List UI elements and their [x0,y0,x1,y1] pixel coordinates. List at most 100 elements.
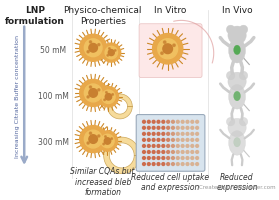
Ellipse shape [229,131,246,155]
Circle shape [90,132,92,134]
Circle shape [105,94,112,100]
Circle shape [186,144,189,147]
Circle shape [152,144,155,147]
Circle shape [147,138,150,141]
Circle shape [191,151,194,153]
FancyBboxPatch shape [139,24,202,78]
Circle shape [176,126,179,129]
Circle shape [84,39,102,57]
Circle shape [167,126,170,129]
Circle shape [108,50,114,56]
Circle shape [172,120,174,123]
Circle shape [176,163,179,165]
Circle shape [228,72,246,91]
Circle shape [90,41,92,43]
Circle shape [181,144,184,147]
Circle shape [228,26,246,45]
Circle shape [80,79,107,106]
Circle shape [147,126,150,129]
Circle shape [167,144,170,147]
Circle shape [191,144,194,147]
Circle shape [112,94,114,95]
Circle shape [147,144,150,147]
Circle shape [98,44,100,46]
Circle shape [162,132,165,135]
Circle shape [196,157,199,159]
Circle shape [186,120,189,123]
Circle shape [104,138,111,144]
Circle shape [143,151,145,153]
Circle shape [101,134,114,148]
Circle shape [226,71,235,80]
Circle shape [172,126,174,129]
Circle shape [80,34,107,61]
Circle shape [196,144,199,147]
FancyBboxPatch shape [136,115,205,171]
Ellipse shape [234,137,240,147]
Circle shape [191,120,194,123]
Circle shape [147,157,150,159]
Circle shape [80,126,107,153]
Circle shape [228,118,246,137]
Circle shape [152,151,155,153]
Ellipse shape [229,84,246,109]
Circle shape [181,157,184,159]
Text: Reduced
expression: Reduced expression [216,173,258,192]
Circle shape [106,92,107,93]
Circle shape [102,43,121,62]
Circle shape [84,130,102,148]
Circle shape [87,96,89,98]
Circle shape [181,163,184,165]
Circle shape [176,157,179,159]
Ellipse shape [234,91,240,101]
Circle shape [147,163,150,165]
Circle shape [173,44,175,46]
Circle shape [176,132,179,135]
Circle shape [162,144,165,147]
Circle shape [181,151,184,153]
Circle shape [89,135,97,143]
Circle shape [157,132,160,135]
Circle shape [105,136,106,137]
Polygon shape [104,137,140,174]
Circle shape [167,163,170,165]
Text: Created with Biorender.com: Created with Biorender.com [199,185,276,190]
Circle shape [157,144,160,147]
Circle shape [167,151,170,153]
Circle shape [162,138,165,141]
Circle shape [176,144,179,147]
Circle shape [162,157,165,159]
Circle shape [97,131,117,151]
Circle shape [103,143,104,145]
Circle shape [196,163,199,165]
Circle shape [191,126,194,129]
Circle shape [102,90,115,103]
Circle shape [143,126,145,129]
Circle shape [226,25,235,34]
Circle shape [143,157,145,159]
Circle shape [157,163,160,165]
Circle shape [143,120,145,123]
Text: Reduced cell uptake
and expression: Reduced cell uptake and expression [131,173,210,192]
Circle shape [162,151,165,153]
Circle shape [107,55,109,56]
Circle shape [226,117,235,126]
Circle shape [161,42,174,55]
Circle shape [158,39,178,59]
Circle shape [98,135,100,137]
Circle shape [157,138,160,141]
Circle shape [105,46,117,59]
Circle shape [191,163,194,165]
Polygon shape [107,94,132,119]
Circle shape [87,51,89,53]
Circle shape [172,151,174,153]
Ellipse shape [234,45,240,55]
Circle shape [196,126,199,129]
Circle shape [163,44,172,54]
Circle shape [90,86,92,88]
Circle shape [143,163,145,165]
Circle shape [143,138,145,141]
Circle shape [186,138,189,141]
Circle shape [147,132,150,135]
Circle shape [176,120,179,123]
